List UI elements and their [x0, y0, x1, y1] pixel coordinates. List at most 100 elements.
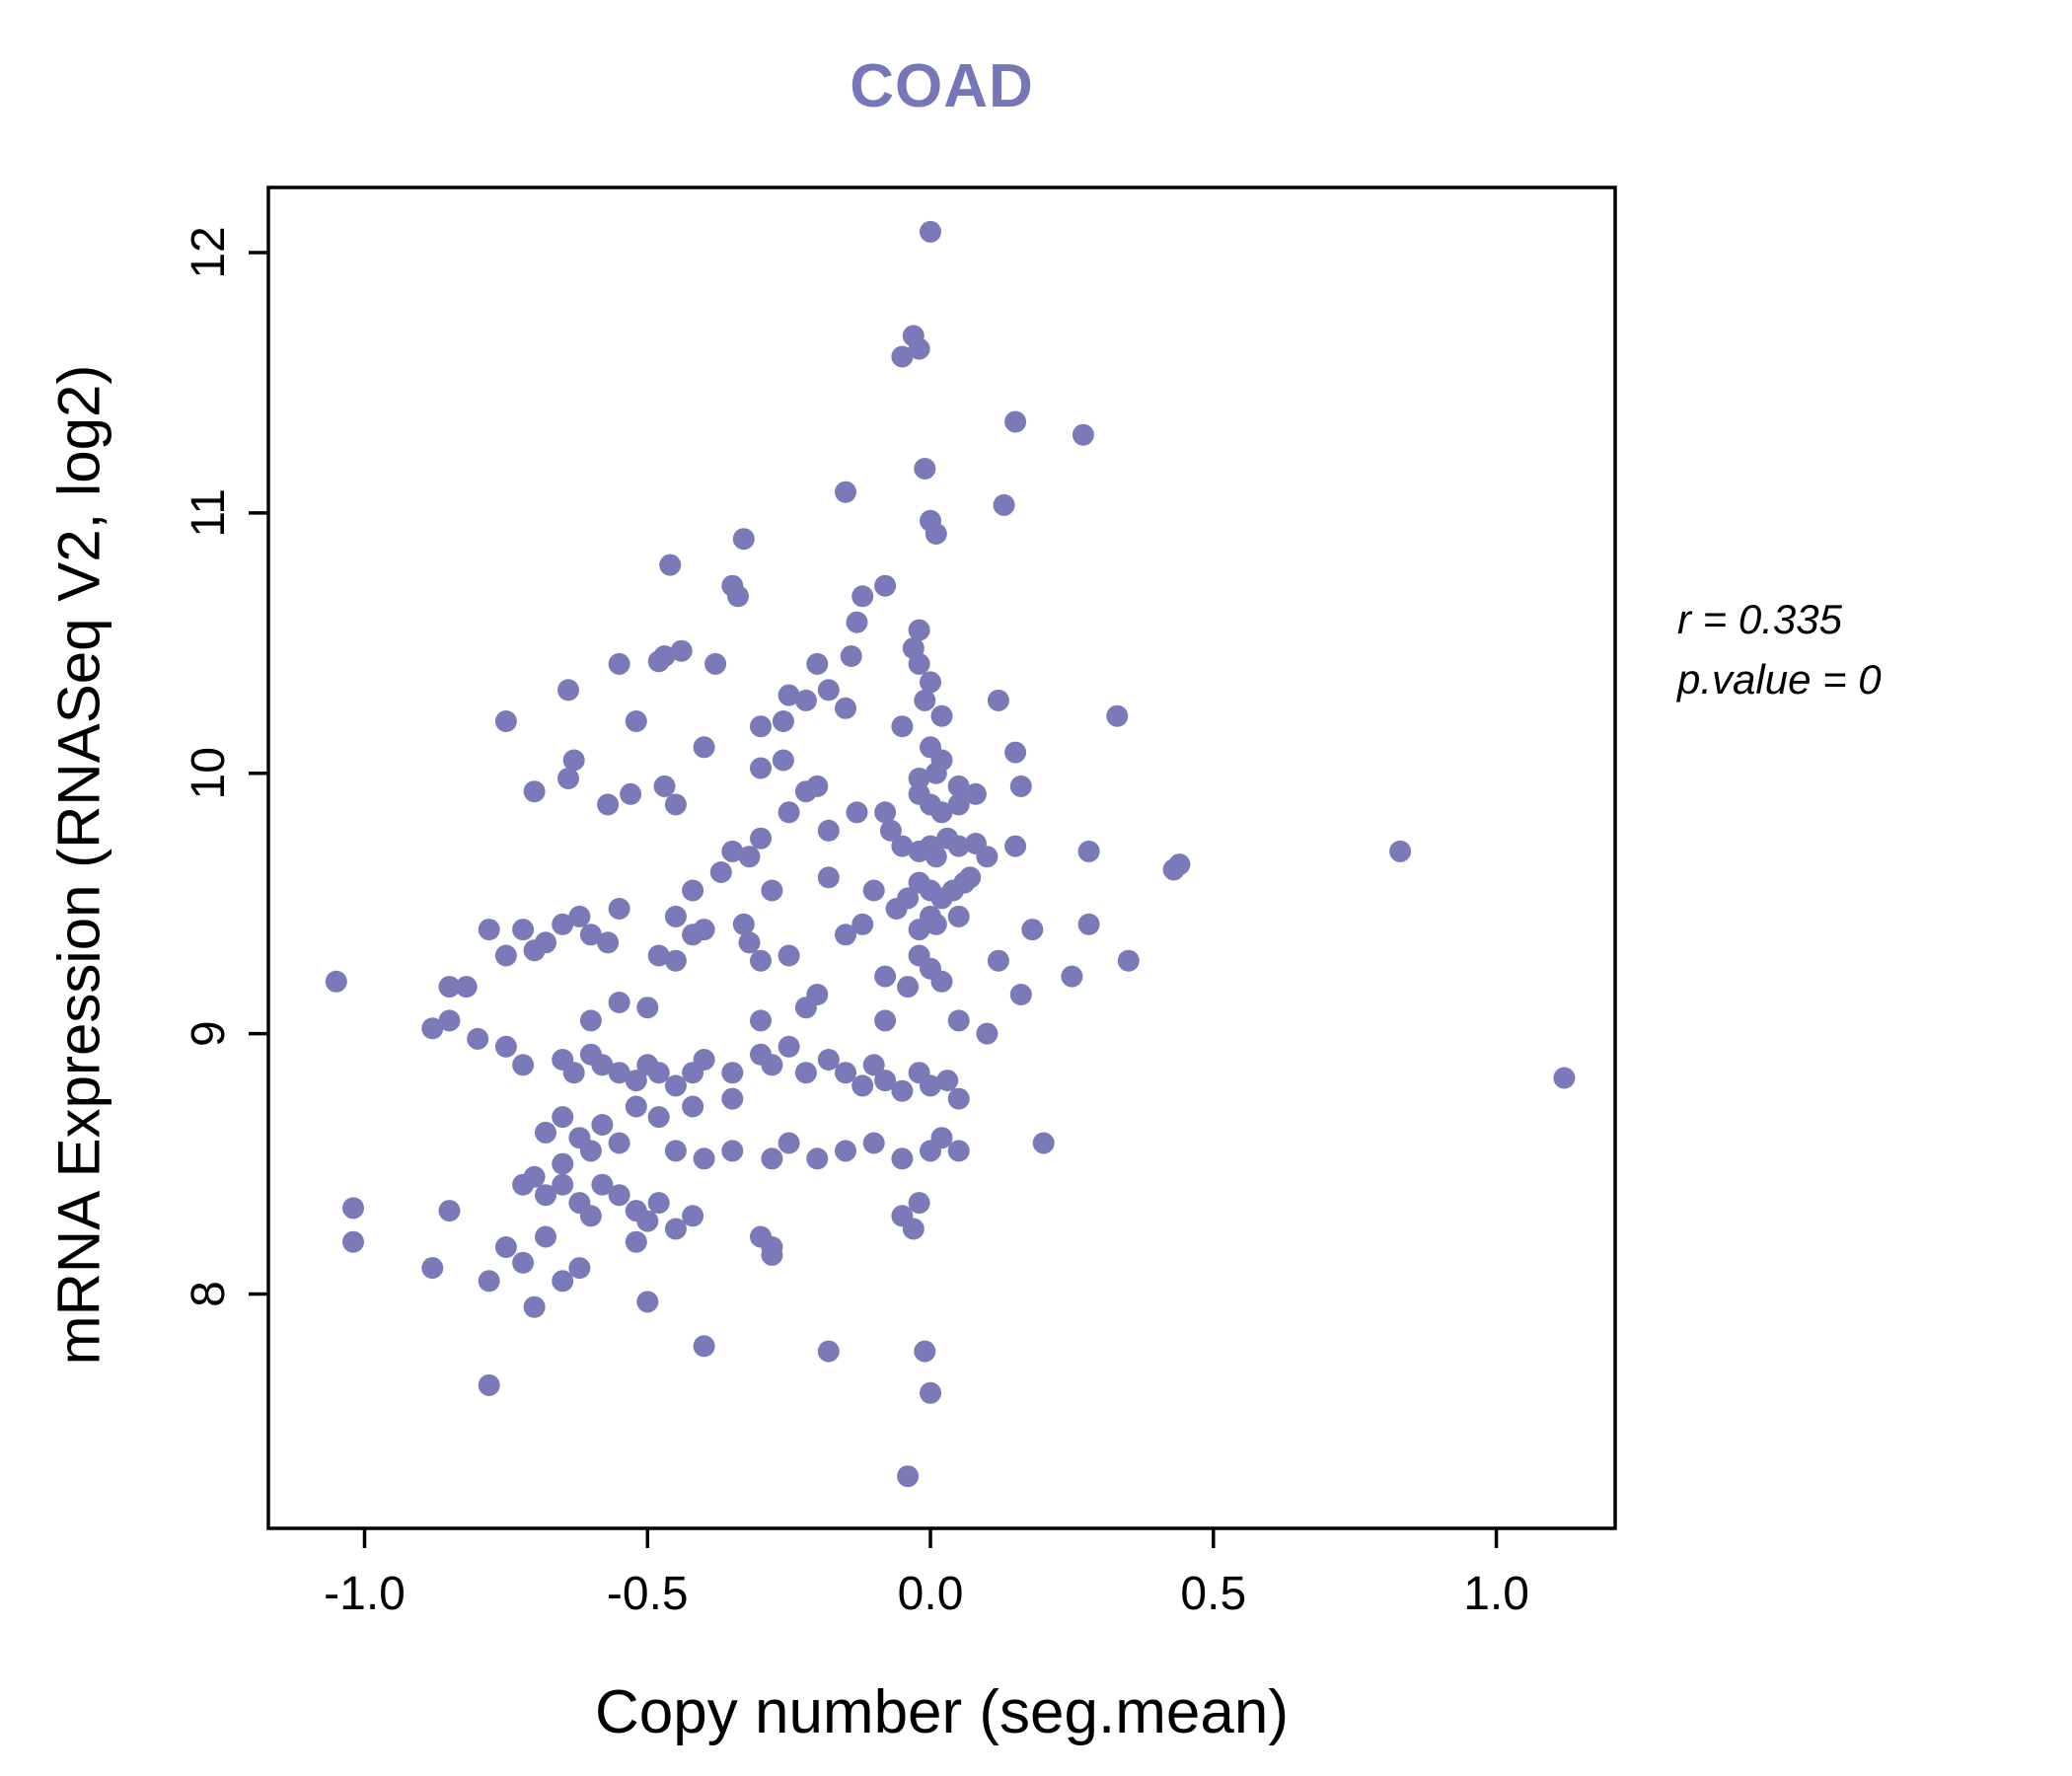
data-point: [835, 697, 856, 719]
data-point: [664, 793, 687, 816]
data-point: [777, 1132, 800, 1154]
data-point: [682, 1095, 704, 1118]
data-point: [1168, 853, 1191, 876]
data-point: [761, 1054, 783, 1076]
data-point: [647, 650, 670, 673]
data-point: [851, 913, 874, 935]
x-tick-label: 1.0: [1463, 1568, 1529, 1620]
data-point: [591, 1054, 614, 1076]
data-point: [664, 949, 687, 972]
data-point: [664, 905, 687, 927]
data-point: [897, 976, 920, 999]
data-point: [953, 871, 976, 894]
data-point: [835, 924, 856, 946]
data-point: [597, 793, 620, 816]
data-point: [914, 458, 936, 480]
data-point: [987, 689, 1009, 711]
data-point: [964, 782, 987, 805]
data-point: [721, 840, 744, 862]
data-point: [738, 846, 761, 868]
data-point: [777, 684, 800, 706]
data-point: [806, 775, 829, 797]
data-point: [874, 1009, 897, 1032]
data-point: [835, 481, 856, 503]
data-point: [342, 1230, 364, 1253]
data-point: [794, 1062, 817, 1084]
data-point: [478, 1373, 500, 1396]
data-point: [721, 1087, 744, 1110]
data-point: [993, 493, 1015, 516]
data-point: [777, 801, 800, 824]
y-axis-label: mRNA Expression (RNASeq V2, log2): [45, 364, 112, 1366]
data-point: [761, 1147, 783, 1170]
data-point: [914, 689, 936, 711]
x-axis-label: Copy number (seg.mean): [595, 1678, 1289, 1746]
data-point: [920, 1074, 941, 1097]
data-point: [925, 846, 947, 868]
data-point: [1032, 1132, 1055, 1154]
data-point: [704, 652, 727, 675]
data-point: [342, 1197, 364, 1220]
data-point: [608, 652, 630, 675]
data-point: [750, 949, 772, 972]
data-point: [625, 1095, 647, 1118]
data-point: [908, 1192, 930, 1215]
data-point: [777, 1035, 800, 1058]
data-point: [494, 1236, 517, 1258]
data-point: [976, 846, 999, 868]
data-point: [920, 220, 941, 243]
data-point: [851, 585, 874, 608]
data-point: [925, 913, 947, 935]
data-point: [608, 1062, 630, 1084]
data-point: [761, 1243, 783, 1266]
data-point: [421, 1017, 444, 1040]
data-point: [421, 1257, 444, 1280]
y-tick-label: 8: [183, 1281, 235, 1307]
data-point: [693, 1049, 715, 1071]
data-point: [557, 679, 579, 702]
data-point: [1389, 840, 1412, 862]
data-point: [925, 762, 947, 784]
data-point: [608, 1132, 630, 1154]
data-point: [647, 1106, 670, 1129]
data-point: [664, 1218, 687, 1240]
data-point: [914, 1340, 936, 1363]
data-point: [512, 919, 535, 941]
data-point: [936, 1070, 959, 1092]
x-tick-label: 0.5: [1180, 1568, 1246, 1620]
data-point: [1009, 984, 1032, 1005]
data-point: [902, 1218, 925, 1240]
data-point: [647, 1062, 670, 1084]
data-point: [817, 819, 840, 842]
data-point: [693, 1335, 715, 1358]
data-point: [438, 1009, 461, 1032]
data-point: [930, 970, 953, 993]
data-point: [1106, 704, 1129, 727]
data-point: [512, 1251, 535, 1274]
data-point: [732, 913, 755, 935]
data-point: [794, 997, 817, 1019]
data-point: [535, 1225, 556, 1248]
data-point: [512, 1054, 535, 1076]
data-point: [891, 715, 914, 738]
data-point: [552, 913, 574, 935]
y-tick-label: 9: [183, 1020, 235, 1047]
data-point: [908, 768, 930, 789]
data-point: [535, 1121, 556, 1144]
data-point: [976, 1022, 999, 1045]
data-point: [568, 1257, 591, 1280]
data-point: [535, 1184, 556, 1207]
data-point: [925, 523, 947, 545]
data-point: [732, 528, 755, 551]
data-point: [653, 775, 676, 797]
y-tick-label: 11: [183, 488, 235, 538]
data-point: [693, 1147, 715, 1170]
data-point: [1009, 775, 1032, 797]
data-point: [947, 793, 970, 816]
data-point: [438, 1200, 461, 1222]
data-point: [750, 1009, 772, 1032]
data-point: [947, 1087, 970, 1110]
data-point: [721, 1140, 744, 1162]
data-point: [552, 1173, 574, 1196]
